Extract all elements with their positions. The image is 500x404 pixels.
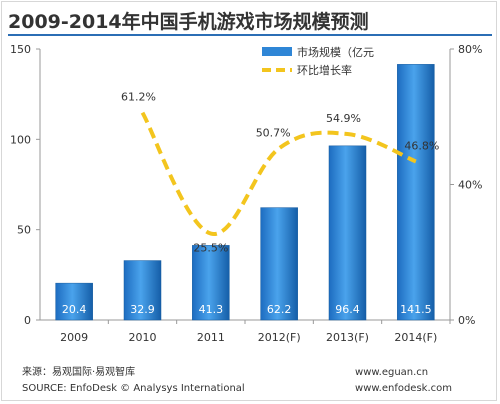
left-tick-label: 50 <box>17 224 31 237</box>
right-tick-label: 40% <box>458 179 482 192</box>
growth-value-label: 50.7% <box>256 126 291 139</box>
growth-value-label: 61.2% <box>121 91 156 104</box>
footer-source: 来源：易观国际·易观智库 SOURCE: EnfoDesk © Analysys… <box>22 365 245 397</box>
growth-line-path <box>140 111 417 236</box>
bar <box>192 245 230 321</box>
bar <box>397 64 435 321</box>
legend-bar-swatch <box>262 47 292 56</box>
growth-value-label: 54.9% <box>326 112 361 125</box>
bars <box>55 64 435 321</box>
bar <box>328 145 367 321</box>
x-tick-label: 2009 <box>60 331 88 344</box>
x-tick-label: 2013(F) <box>326 331 369 344</box>
bar <box>260 207 298 321</box>
growth-labels: 61.2% 25.5% 50.7% 54.9% 46.8% <box>121 91 439 255</box>
right-axis-ticks: 0% 40% 80% <box>450 43 482 327</box>
x-tick-label: 2014(F) <box>394 331 437 344</box>
source-cn: 来源：易观国际·易观智库 <box>22 367 136 378</box>
growth-value-label: 46.8% <box>404 139 439 152</box>
url-enfodesk: www.enfodesk.com <box>355 383 452 394</box>
left-tick-label: 150 <box>10 43 31 56</box>
x-tick-label: 2010 <box>129 331 157 344</box>
left-tick-label: 100 <box>10 133 31 146</box>
bar-value-label: 141.5 <box>400 303 432 316</box>
growth-value-label: 25.5% <box>193 242 228 255</box>
growth-line <box>140 111 417 236</box>
bar-value-label: 62.2 <box>267 303 292 316</box>
bar-value-label: 20.4 <box>62 303 87 316</box>
bar-value-label: 96.4 <box>335 303 360 316</box>
bar-value-label: 41.3 <box>199 303 224 316</box>
bar <box>123 260 162 321</box>
footer-urls: www.eguan.cn www.enfodesk.com <box>355 365 452 397</box>
x-tick-label: 2011 <box>197 331 225 344</box>
url-eguan: www.eguan.cn <box>355 367 429 378</box>
bar-value-label: 32.9 <box>130 303 155 316</box>
bar-labels: 20.4 32.9 41.3 62.2 96.4 141.5 <box>62 303 432 316</box>
chart-title: 2009-2014年中国手机游戏市场规模预测 <box>8 11 369 33</box>
source-en: SOURCE: EnfoDesk © Analysys Internationa… <box>22 383 245 394</box>
title-rule <box>8 34 492 36</box>
legend-line-label: 环比增长率 <box>297 63 352 77</box>
left-axis-ticks: 0 50 100 150 <box>10 43 40 327</box>
x-labels: 2009 2010 2011 2012(F) 2013(F) 2014(F) <box>60 320 451 344</box>
right-tick-label: 0% <box>458 314 475 327</box>
bar <box>55 282 93 321</box>
right-tick-label: 80% <box>458 43 482 56</box>
x-tick-label: 2012(F) <box>258 331 301 344</box>
legend-bar-label: 市场规模（亿元 <box>297 45 374 59</box>
left-tick-label: 0 <box>24 314 31 327</box>
